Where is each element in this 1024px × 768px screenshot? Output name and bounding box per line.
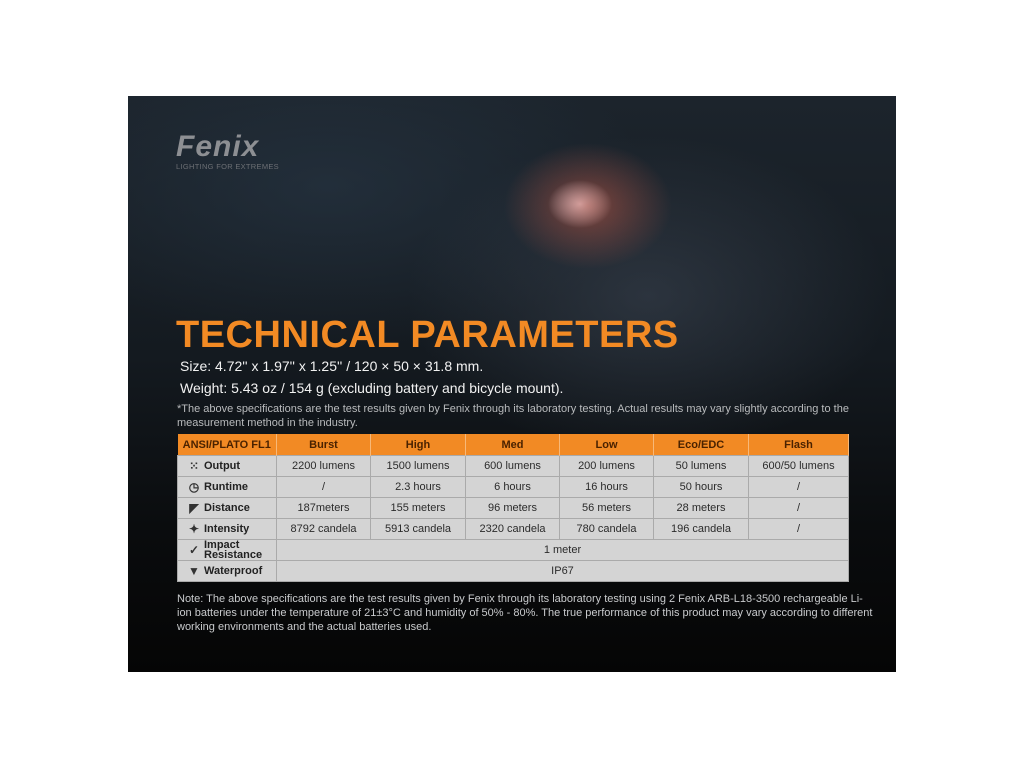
table-cell: IP67 (276, 560, 849, 582)
table-cell: / (276, 476, 371, 498)
table-row: ✦ Intensity 8792 candela 5913 candela 232… (177, 518, 849, 540)
table-cell: 2.3 hours (370, 476, 466, 498)
table-cell: 28 meters (653, 497, 749, 519)
page-title: TECHNICAL PARAMETERS (176, 314, 679, 356)
row-label: ✦ Intensity (177, 518, 277, 540)
table-row: ◤ Distance 187meters 155 meters 96 meters… (177, 497, 849, 519)
table-cell: / (748, 497, 849, 519)
table-cell: 6 hours (465, 476, 560, 498)
header-cell: ANSI/PLATO FL1 (177, 434, 277, 456)
beam-distance-icon: ◤ (189, 501, 199, 516)
header-cell: High (370, 434, 466, 456)
row-label: ◤ Distance (177, 497, 277, 519)
test-note: Note: The above specifications are the t… (177, 593, 873, 633)
intensity-icon: ✦ (188, 522, 200, 537)
row-label: ⁙ Output (177, 455, 277, 477)
logo-tagline: LIGHTING FOR EXTREMES (176, 162, 279, 171)
row-label: ▼ Waterproof (177, 560, 277, 582)
table-header-row: ANSI/PLATO FL1 Burst High Med Low Eco/ED… (177, 434, 849, 456)
table-cell: 155 meters (370, 497, 466, 519)
table-cell: 196 candela (653, 518, 749, 540)
table-cell: 5913 candela (370, 518, 466, 540)
header-cell: Low (559, 434, 654, 456)
logo-wordmark: Fenix (176, 130, 260, 163)
table-cell: 200 lumens (559, 455, 654, 477)
table-cell: 50 hours (653, 476, 749, 498)
size-spec: Size: 4.72'' x 1.97'' x 1.25'' / 120 × 5… (180, 358, 484, 374)
spec-table: ANSI/PLATO FL1 Burst High Med Low Eco/ED… (177, 434, 849, 582)
row-label: ✓ Impact Resistance (177, 539, 277, 561)
table-cell: 8792 candela (276, 518, 371, 540)
light-rays-icon: ⁙ (188, 459, 200, 474)
product-banner: Fenix LIGHTING FOR EXTREMES TECHNICAL PA… (128, 96, 896, 672)
table-cell: 2320 candela (465, 518, 560, 540)
table-cell: 96 meters (465, 497, 560, 519)
disclaimer: *The above specifications are the test r… (177, 403, 849, 429)
table-row: ▼ Waterproof IP67 (177, 560, 849, 582)
row-label: ◷ Runtime (177, 476, 277, 498)
table-cell: / (748, 476, 849, 498)
table-cell: 1500 lumens (370, 455, 466, 477)
weight-spec: Weight: 5.43 oz / 154 g (excluding batte… (180, 380, 564, 396)
table-cell: / (748, 518, 849, 540)
table-cell: 780 candela (559, 518, 654, 540)
table-cell: 56 meters (559, 497, 654, 519)
table-cell: 600/50 lumens (748, 455, 849, 477)
table-row: ◷ Runtime / 2.3 hours 6 hours 16 hours 50… (177, 476, 849, 498)
header-cell: Med (465, 434, 560, 456)
fenix-logo: Fenix LIGHTING FOR EXTREMES (176, 130, 279, 172)
table-cell: 187meters (276, 497, 371, 519)
header-cell: Eco/EDC (653, 434, 749, 456)
table-row: ⁙ Output 2200 lumens 1500 lumens 600 lume… (177, 455, 849, 477)
header-cell: Burst (276, 434, 371, 456)
header-cell: Flash (748, 434, 849, 456)
table-cell: 50 lumens (653, 455, 749, 477)
table-cell: 2200 lumens (276, 455, 371, 477)
table-cell: 600 lumens (465, 455, 560, 477)
table-cell: 1 meter (276, 539, 849, 561)
clock-icon: ◷ (188, 480, 200, 495)
table-cell: 16 hours (559, 476, 654, 498)
table-row: ✓ Impact Resistance 1 meter (177, 539, 849, 561)
impact-check-icon: ✓ (188, 543, 200, 557)
waterproof-icon: ▼ (188, 564, 200, 579)
